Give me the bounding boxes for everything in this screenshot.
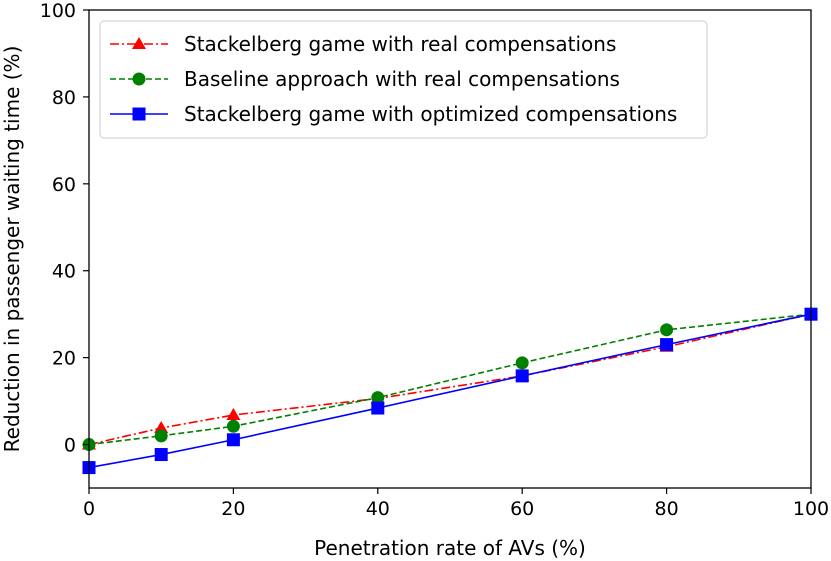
series-line-3 xyxy=(88,313,812,469)
x-tick-label: 80 xyxy=(655,498,679,520)
y-tick-label: 0 xyxy=(64,435,76,457)
series-1-point xyxy=(154,421,169,434)
x-tick-label: 60 xyxy=(510,498,534,520)
series-3-point xyxy=(154,448,168,462)
y-tick-label: 60 xyxy=(52,174,76,196)
legend-label-1: Stackelberg game with real compensations xyxy=(184,32,616,56)
legend-marker-3 xyxy=(132,107,146,121)
series-2-point xyxy=(154,429,168,443)
y-tick-label: 100 xyxy=(40,0,76,22)
series-2-point xyxy=(660,323,674,337)
series-3-point xyxy=(371,401,385,415)
x-tick-label: 40 xyxy=(366,498,390,520)
series-line-2 xyxy=(88,313,812,446)
legend-marker-2 xyxy=(132,72,146,86)
legend-label-2: Baseline approach with real compensation… xyxy=(184,67,620,91)
x-axis-label: Penetration rate of AVs (%) xyxy=(314,536,586,560)
series-3-point xyxy=(515,369,529,383)
axis-ticks: 0 20 40 60 80 100 0 20 40 60 80 100 xyxy=(40,0,829,520)
y-tick-label: 40 xyxy=(52,261,76,283)
legend-box xyxy=(99,20,708,139)
plot-frame xyxy=(88,9,812,489)
x-tick-label: 0 xyxy=(83,498,95,520)
x-tick-label: 100 xyxy=(793,498,829,520)
series-2-point xyxy=(371,391,385,405)
x-tick-label: 20 xyxy=(221,498,245,520)
series-3-point xyxy=(226,433,240,447)
y-tick-label: 20 xyxy=(52,348,76,370)
series-2-point xyxy=(226,419,240,433)
y-tick-label: 80 xyxy=(52,87,76,109)
series-line-1 xyxy=(88,313,812,446)
plot-area xyxy=(82,307,818,475)
legend-label-3: Stackelberg game with optimized compensa… xyxy=(184,102,677,126)
series-3-point xyxy=(660,338,674,352)
legend-marker-1 xyxy=(132,37,146,49)
legend: Stackelberg game with real compensations… xyxy=(99,20,708,139)
series-2-point xyxy=(515,356,529,370)
y-axis-label: Reduction in passenger waiting time (%) xyxy=(0,46,24,453)
series-1-point xyxy=(226,407,241,420)
